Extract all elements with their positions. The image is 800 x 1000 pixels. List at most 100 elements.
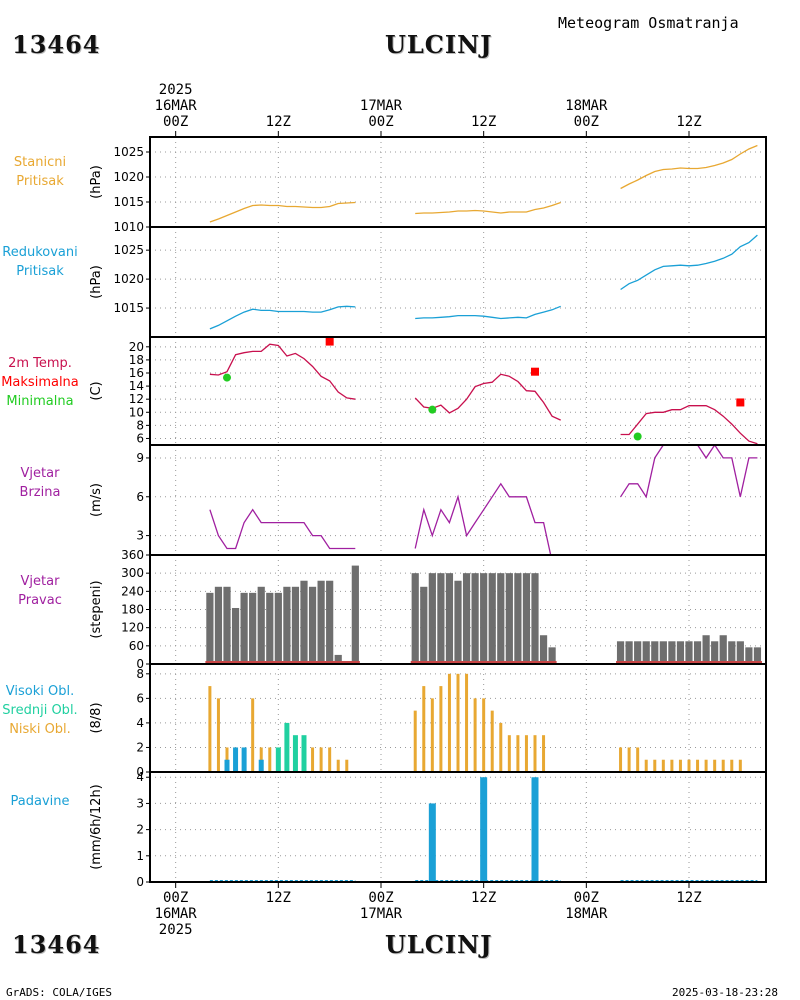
- data-reduced_pressure: [209, 234, 758, 330]
- cloud-bar: [224, 759, 230, 772]
- time-label-bottom: 00Z 18MAR: [565, 890, 608, 922]
- y-tick-label: 1025: [113, 243, 144, 257]
- panel-station_pressure: 1010 1015 1020 1025 (hPa): [89, 136, 767, 234]
- cloud-bar: [465, 673, 469, 772]
- wind-dir-bar: [659, 641, 667, 664]
- tmin-marker: [223, 373, 231, 382]
- y-tick-label: 1025: [113, 145, 144, 159]
- wind-dir-bar: [308, 586, 317, 664]
- cloud-bar: [336, 759, 340, 772]
- precip-bar: [428, 803, 436, 882]
- wind-dir-bar: [539, 635, 548, 664]
- unit-label: (m/s): [89, 483, 104, 517]
- wind-dir-bar: [711, 641, 719, 664]
- wind-dir-bar: [728, 641, 736, 664]
- panel-label-line: Padavine: [10, 793, 70, 809]
- y-tick-label: 0: [136, 765, 144, 779]
- panel-label-line: Stanicni: [13, 155, 67, 170]
- panel-label-line: Vjetar: [20, 574, 60, 589]
- y-tick-label: 360: [121, 548, 144, 562]
- panel-reduced_pressure: 1015 1020 1025 (hPa): [89, 226, 767, 338]
- panel-frame: [149, 771, 767, 883]
- unit-label: (mm/6h/12h): [89, 784, 104, 870]
- data-clouds: [208, 673, 766, 772]
- panel-frame: [149, 444, 767, 556]
- unit-label: (C): [89, 381, 104, 400]
- wind-dir-bar: [411, 573, 419, 664]
- wind-dir-bar: [676, 641, 685, 664]
- wind-dir-bar: [736, 641, 744, 664]
- panel-label-line: Redukovani: [2, 245, 78, 260]
- cloud-bar: [653, 759, 657, 772]
- series-line: [209, 201, 356, 223]
- wind-dir-bar: [616, 641, 625, 664]
- wind-dir-bar: [214, 586, 223, 664]
- y-tick-label: 1020: [113, 272, 144, 286]
- timestamp: 2025-03-18-23:28: [672, 986, 778, 999]
- cloud-bar: [627, 747, 631, 772]
- series-line: [414, 373, 561, 421]
- time-label-bottom: 12Z: [676, 890, 702, 906]
- cloud-bar: [738, 759, 742, 772]
- footer-station-id: 13464: [12, 930, 101, 959]
- y-tick-label: 14: [129, 379, 144, 393]
- cloud-bar: [439, 686, 443, 772]
- wind-dir-bar: [283, 586, 291, 664]
- wind-dir-bar: [206, 592, 214, 664]
- panel-label-line: Maksimalna: [1, 374, 79, 390]
- panel-frame: [149, 226, 767, 338]
- panel-precip: 0 1 2 3 4 (mm/6h/12h): [89, 770, 767, 889]
- panel-label-line: Visoki Obl.: [5, 683, 75, 699]
- cloud-bar: [670, 759, 674, 772]
- tmax-marker: [736, 398, 745, 407]
- y-tick-label: 10: [129, 405, 144, 419]
- wind-dir-bar: [745, 647, 753, 664]
- cloud-bar: [447, 673, 451, 772]
- footer-station-name: ULCINJ: [385, 930, 493, 959]
- cloud-bar: [292, 735, 298, 772]
- wind-dir-bar: [625, 641, 633, 664]
- wind-dir-bar: [642, 641, 650, 664]
- panel-label-line: 2m Temp.: [8, 355, 72, 371]
- series-line: [620, 234, 758, 291]
- time-label-bottom: 12Z: [265, 890, 291, 906]
- cloud-bar: [233, 747, 239, 772]
- precip-bar: [531, 777, 539, 882]
- panel-wind_dir: 0 60 120 180 240 300 360 (stepeni): [89, 548, 767, 671]
- wind-dir-bar: [488, 573, 496, 664]
- y-tick-label: 1015: [113, 195, 144, 209]
- cloud-bar: [456, 673, 460, 772]
- panel-label-station_pressure: Stanicni Pritisak: [0, 153, 80, 191]
- cloud-bar: [208, 686, 212, 772]
- tmin-marker: [428, 405, 437, 414]
- wind-dir-bar: [223, 586, 231, 664]
- wind-dir-bar: [693, 641, 702, 664]
- wind-dir-bar: [719, 635, 727, 664]
- unit-label: (stepeni): [89, 580, 104, 638]
- time-label-top: 2025 16MAR 00Z: [154, 82, 197, 130]
- wind-dir-bar: [231, 607, 240, 664]
- cloud-bar: [533, 735, 537, 772]
- wind-dir-bar: [634, 641, 642, 664]
- unit-label: (hPa): [89, 265, 104, 299]
- cloud-bar: [619, 747, 623, 772]
- series-line: [209, 343, 356, 400]
- cloud-bar: [319, 747, 323, 772]
- cloud-bar: [422, 686, 426, 772]
- wind-dir-bar: [437, 573, 445, 664]
- y-tick-label: 3: [136, 796, 144, 810]
- time-label-bottom: 12Z: [471, 890, 497, 906]
- y-tick-label: 0: [136, 875, 144, 889]
- series-line: [414, 482, 552, 555]
- cloud-bar: [345, 759, 349, 772]
- cloud-bar: [516, 735, 520, 772]
- wind-dir-bar: [462, 573, 471, 664]
- y-tick-label: 60: [129, 639, 144, 653]
- y-tick-label: 2: [136, 740, 144, 754]
- wind-dir-bar: [445, 573, 454, 664]
- cloud-bar: [275, 747, 281, 772]
- product-title: Meteogram Osmatranja: [558, 14, 739, 32]
- cloud-bar: [644, 759, 648, 772]
- series-line: [209, 305, 356, 330]
